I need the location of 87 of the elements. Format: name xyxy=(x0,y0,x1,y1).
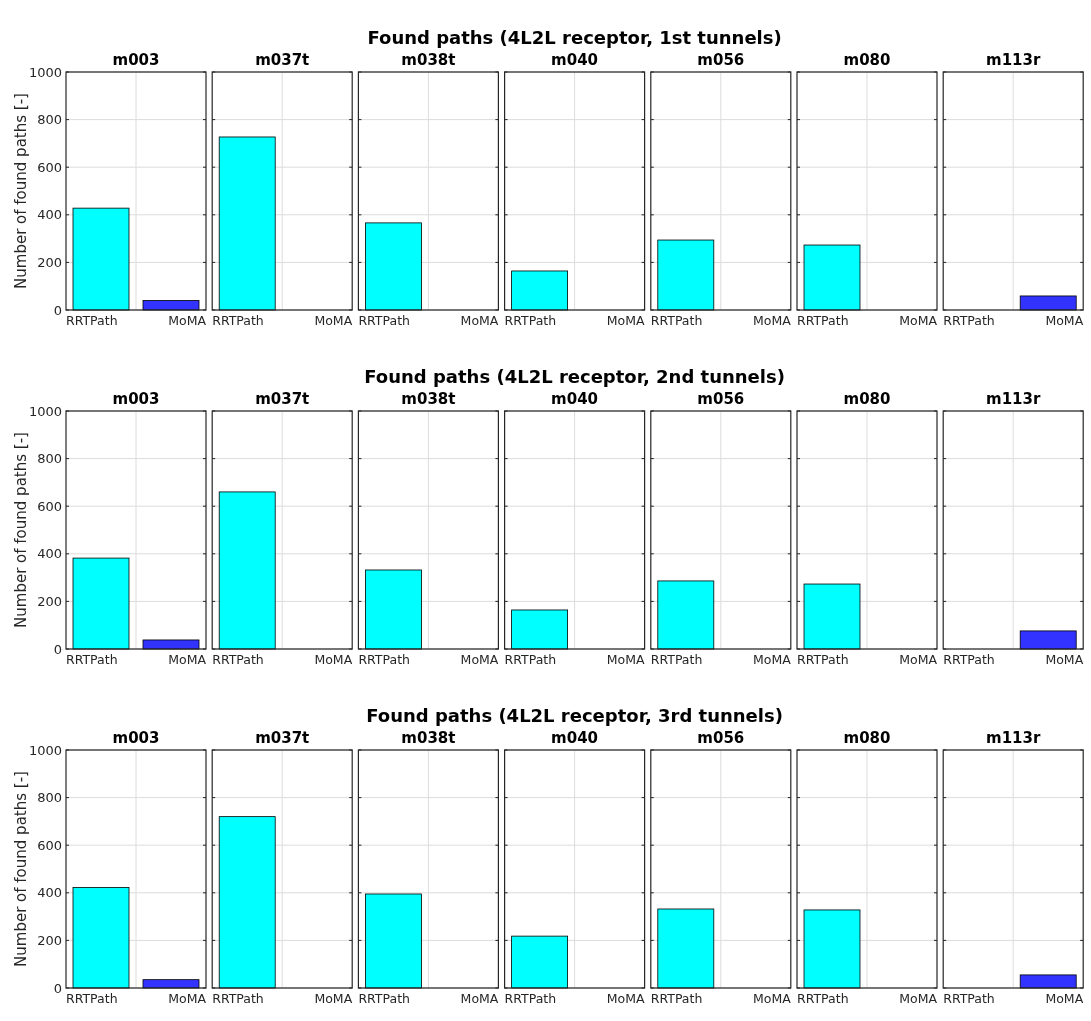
y-tick-label: 0 xyxy=(53,980,62,996)
x-tick-label: MoMA xyxy=(460,991,499,1006)
x-tick-label: RRTPath xyxy=(66,652,118,667)
text: Found paths (4L2L receptor, 1st tunnels) xyxy=(367,27,782,48)
text: Found paths (4L2L receptor, 3rd tunnels) xyxy=(366,705,783,726)
chart-title: m038t xyxy=(401,729,456,747)
y-axis-title: Number of found paths [-] xyxy=(12,771,30,967)
y-tick-label: 0 xyxy=(53,641,62,657)
y-axis-title: Number of found paths [-] xyxy=(12,432,30,628)
y-tick-label: 200 xyxy=(37,932,62,948)
x-tick-label: RRTPath xyxy=(358,313,410,328)
y-tick-label: 200 xyxy=(37,254,62,270)
chart-title: m056 xyxy=(697,729,745,747)
chart-title: m040 xyxy=(551,390,599,408)
x-tick-label: RRTPath xyxy=(66,991,118,1006)
chart-title: m003 xyxy=(112,390,160,408)
y-tick-label: 600 xyxy=(37,498,62,514)
x-tick-label: MoMA xyxy=(168,313,207,328)
x-tick-label: RRTPath xyxy=(650,313,703,328)
chart-title: m038t xyxy=(401,51,456,69)
y-axis-title: Number of found paths [-] xyxy=(12,93,30,289)
x-tick-label: MoMA xyxy=(899,652,938,667)
x-tick-label: RRTPath xyxy=(212,652,264,667)
x-tick-label: MoMA xyxy=(460,313,499,328)
x-tick-label: RRTPath xyxy=(504,991,557,1006)
chart-title: m003 xyxy=(112,729,160,747)
x-tick-label: MoMA xyxy=(606,313,646,328)
x-tick-label: MoMA xyxy=(168,991,207,1006)
chart-title: m037t xyxy=(255,729,310,747)
x-tick-label: RRTPath xyxy=(943,652,995,667)
x-tick-label: MoMA xyxy=(1045,652,1084,667)
x-tick-label: RRTPath xyxy=(943,991,995,1006)
chart-title: m113r xyxy=(986,390,1041,408)
y-tick-label: 800 xyxy=(37,112,62,128)
x-tick-label: MoMA xyxy=(1045,991,1084,1006)
y-tick-label: 200 xyxy=(37,593,62,609)
chart-title: m056 xyxy=(697,51,745,69)
x-tick-label: MoMA xyxy=(753,652,792,667)
x-tick-label: MoMA xyxy=(899,313,938,328)
chart-title: m080 xyxy=(843,390,891,408)
x-tick-label: MoMA xyxy=(753,991,792,1006)
chart-title: m037t xyxy=(255,390,310,408)
x-tick-label: MoMA xyxy=(606,991,646,1006)
x-tick-label: RRTPath xyxy=(797,652,849,667)
x-tick-label: RRTPath xyxy=(66,313,118,328)
y-tick-label: 400 xyxy=(37,885,62,901)
x-tick-label: RRTPath xyxy=(650,991,703,1006)
x-tick-label: RRTPath xyxy=(504,652,557,667)
chart-title: m040 xyxy=(551,729,599,747)
y-tick-label: 400 xyxy=(37,207,62,223)
chart-title: m056 xyxy=(697,390,745,408)
x-tick-label: MoMA xyxy=(460,652,499,667)
y-tick-label: 800 xyxy=(37,790,62,806)
chart-title: m080 xyxy=(843,729,891,747)
y-tick-label: 600 xyxy=(37,837,62,853)
x-tick-label: RRTPath xyxy=(650,652,703,667)
y-tick-label: 0 xyxy=(53,302,62,318)
x-tick-label: RRTPath xyxy=(504,313,557,328)
y-tick-label: 400 xyxy=(37,546,62,562)
x-tick-label: RRTPath xyxy=(797,313,849,328)
y-tick-label: 1000 xyxy=(28,742,62,758)
x-tick-label: RRTPath xyxy=(797,991,849,1006)
chart-title: m080 xyxy=(843,51,891,69)
x-tick-label: RRTPath xyxy=(943,313,995,328)
x-tick-label: MoMA xyxy=(1045,313,1084,328)
y-tick-label: 800 xyxy=(37,451,62,467)
x-tick-label: MoMA xyxy=(899,991,938,1006)
chart-title: m040 xyxy=(551,51,599,69)
chart-title: m113r xyxy=(986,51,1041,69)
x-tick-label: RRTPath xyxy=(358,652,410,667)
y-tick-label: 1000 xyxy=(28,64,62,80)
x-tick-label: MoMA xyxy=(753,313,792,328)
x-tick-label: MoMA xyxy=(314,313,353,328)
chart-title: m113r xyxy=(986,729,1041,747)
y-tick-label: 600 xyxy=(37,159,62,175)
x-tick-label: MoMA xyxy=(314,991,353,1006)
x-tick-label: RRTPath xyxy=(358,991,410,1006)
y-tick-label: 1000 xyxy=(28,403,62,419)
x-tick-label: RRTPath xyxy=(212,991,264,1006)
text: Found paths (4L2L receptor, 2nd tunnels) xyxy=(364,366,785,387)
x-tick-label: MoMA xyxy=(606,652,646,667)
x-tick-label: MoMA xyxy=(168,652,207,667)
x-tick-label: MoMA xyxy=(314,652,353,667)
chart-title: m037t xyxy=(255,51,310,69)
chart-title: m038t xyxy=(401,390,456,408)
x-tick-label: RRTPath xyxy=(212,313,264,328)
chart-title: m003 xyxy=(112,51,160,69)
